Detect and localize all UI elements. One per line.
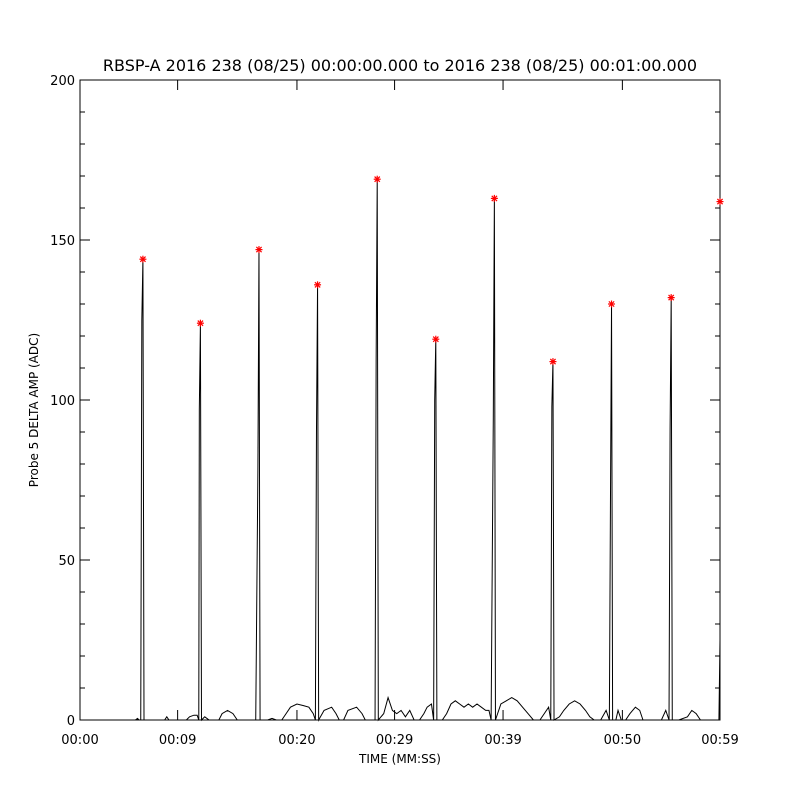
y-tick-label: 150 bbox=[50, 234, 75, 249]
peak-marker bbox=[255, 246, 263, 254]
peak-marker bbox=[667, 294, 675, 302]
x-tick-label: 00:50 bbox=[604, 733, 641, 748]
y-axis-label: Probe 5 DELTA AMP (ADC) bbox=[27, 333, 41, 487]
peak-marker bbox=[139, 255, 147, 263]
x-tick-label: 00:20 bbox=[278, 733, 315, 748]
chart-title: RBSP-A 2016 238 (08/25) 00:00:00.000 to … bbox=[103, 56, 697, 75]
peak-marker bbox=[608, 300, 616, 308]
x-tick-label: 00:29 bbox=[376, 733, 413, 748]
peak-marker bbox=[549, 358, 557, 366]
y-tick-label: 100 bbox=[50, 394, 75, 409]
y-axis-ticks bbox=[80, 79, 720, 721]
peak-marker bbox=[490, 194, 498, 202]
x-axis-ticks bbox=[79, 80, 721, 720]
y-tick-label: 200 bbox=[50, 74, 75, 89]
peak-marker bbox=[196, 319, 204, 327]
y-tick-label: 0 bbox=[67, 714, 75, 729]
peak-marker bbox=[373, 175, 381, 183]
x-tick-label: 00:00 bbox=[61, 733, 98, 748]
x-tick-label: 00:59 bbox=[701, 733, 738, 748]
peak-marker bbox=[314, 281, 322, 289]
x-axis-tick-labels: 00:00 00:09 00:20 00:29 00:39 00:50 00:59 bbox=[61, 733, 738, 748]
peak-marker bbox=[432, 335, 440, 343]
peak-markers bbox=[139, 175, 724, 366]
y-axis-tick-labels: 0 50 100 150 200 bbox=[50, 74, 75, 729]
x-tick-label: 00:39 bbox=[484, 733, 521, 748]
x-tick-label: 00:09 bbox=[159, 733, 196, 748]
series-line bbox=[80, 179, 721, 722]
plot-frame bbox=[79, 79, 721, 721]
peak-marker bbox=[716, 198, 724, 206]
y-tick-label: 50 bbox=[58, 554, 75, 569]
x-axis-label: TIME (MM:SS) bbox=[358, 752, 441, 766]
